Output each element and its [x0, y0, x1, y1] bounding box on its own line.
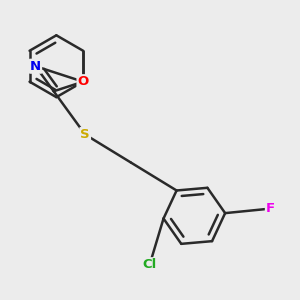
Text: Cl: Cl	[142, 258, 157, 271]
Text: O: O	[77, 75, 89, 88]
Text: F: F	[266, 202, 275, 215]
Text: S: S	[80, 128, 90, 141]
Text: N: N	[30, 60, 41, 73]
